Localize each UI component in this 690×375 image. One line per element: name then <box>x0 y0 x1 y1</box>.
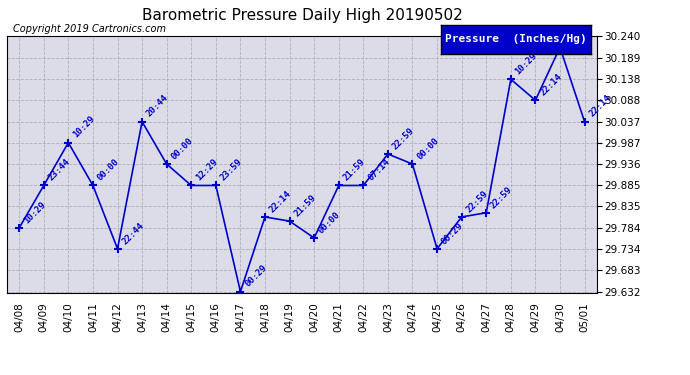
Text: 22:14: 22:14 <box>268 189 293 214</box>
Text: 00:29: 00:29 <box>440 221 465 246</box>
Text: 00:29: 00:29 <box>243 264 268 289</box>
Text: 12:29: 12:29 <box>194 158 219 183</box>
Text: 10:29: 10:29 <box>71 114 97 140</box>
Text: 22:14: 22:14 <box>538 72 564 98</box>
Text: 09:: 09: <box>563 27 580 45</box>
Text: 00:00: 00:00 <box>96 158 121 183</box>
Text: 10:29: 10:29 <box>513 51 539 76</box>
Title: Barometric Pressure Daily High 20190502: Barometric Pressure Daily High 20190502 <box>141 8 462 23</box>
Text: Copyright 2019 Cartronics.com: Copyright 2019 Cartronics.com <box>13 24 166 34</box>
Text: 22:44: 22:44 <box>120 221 146 246</box>
Text: 00:00: 00:00 <box>415 136 441 161</box>
Text: 20:44: 20:44 <box>145 93 170 119</box>
Text: 21:59: 21:59 <box>293 193 317 218</box>
Text: 10:29: 10:29 <box>22 200 48 225</box>
Text: 22:59: 22:59 <box>464 189 490 214</box>
Text: 07:14: 07:14 <box>366 158 391 183</box>
Text: 00:00: 00:00 <box>170 136 195 161</box>
Text: 23:44: 23:44 <box>46 158 72 183</box>
Text: 21:59: 21:59 <box>342 158 367 183</box>
Text: 23:59: 23:59 <box>219 158 244 183</box>
Text: 22:59: 22:59 <box>489 184 514 210</box>
Text: 22:59: 22:59 <box>391 126 416 151</box>
Text: 22:14: 22:14 <box>587 93 613 119</box>
Text: 00:00: 00:00 <box>317 210 342 235</box>
